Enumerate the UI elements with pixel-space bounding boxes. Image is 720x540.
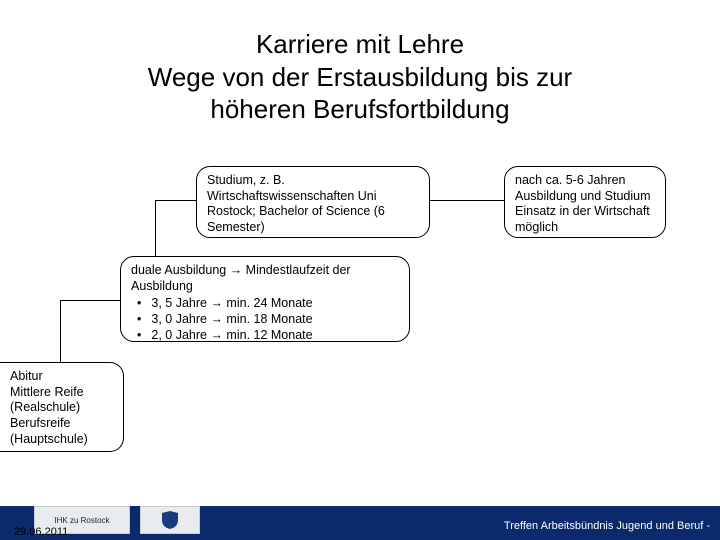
box-nach: nach ca. 5-6 Jahren Ausbildung und Studi… [504, 166, 666, 238]
slide: Karriere mit Lehre Wege von der Erstausb… [0, 0, 720, 540]
logo-lv [140, 506, 200, 534]
box-studium: Studium, z. B. Wirtschaftswissenschaften… [196, 166, 430, 238]
title-line-1: Karriere mit Lehre [256, 29, 464, 59]
abitur-line: Berufsreife [10, 416, 113, 432]
connector-abitur-to-duale [60, 300, 120, 301]
title-line-3: höheren Berufsfortbildung [210, 94, 509, 124]
shield-icon [158, 511, 182, 529]
list-item: 3, 5 Jahre → min. 24 Monate [131, 296, 399, 312]
box-duale-list: 3, 5 Jahre → min. 24 Monate 3, 0 Jahre →… [131, 296, 399, 343]
box-abitur: Abitur Mittlere Reife (Realschule) Beruf… [0, 362, 124, 452]
abitur-line: (Hauptschule) [10, 432, 113, 448]
footer-right-text: Treffen Arbeitsbündnis Jugend und Beruf … [504, 520, 710, 532]
list-item: 2, 0 Jahre → min. 12 Monate [131, 328, 399, 344]
abitur-line: Mittlere Reife [10, 385, 113, 401]
box-nach-text: nach ca. 5-6 Jahren Ausbildung und Studi… [515, 173, 651, 234]
list-item: 3, 0 Jahre → min. 18 Monate [131, 312, 399, 328]
abitur-line: (Realschule) [10, 400, 113, 416]
box-studium-text: Studium, z. B. Wirtschaftswissenschaften… [207, 173, 385, 234]
connector-studium-to-nach [430, 200, 504, 201]
title-line-2: Wege von der Erstausbildung bis zur [148, 62, 572, 92]
connector-abitur-vertical [60, 300, 61, 362]
logo-ihk-label: IHK zu Rostock [54, 516, 109, 525]
abitur-line: Abitur [10, 369, 113, 385]
footer-date: 29.06.2011 [14, 526, 68, 538]
footer: IHK zu Rostock Treffen Arbeitsbündnis Ju… [0, 488, 720, 540]
connector-trunk-to-studium [155, 200, 196, 201]
box-duale: duale Ausbildung → Mindestlaufzeit der A… [120, 256, 410, 342]
slide-title: Karriere mit Lehre Wege von der Erstausb… [0, 28, 720, 126]
box-duale-heading: duale Ausbildung → Mindestlaufzeit der A… [131, 263, 399, 294]
